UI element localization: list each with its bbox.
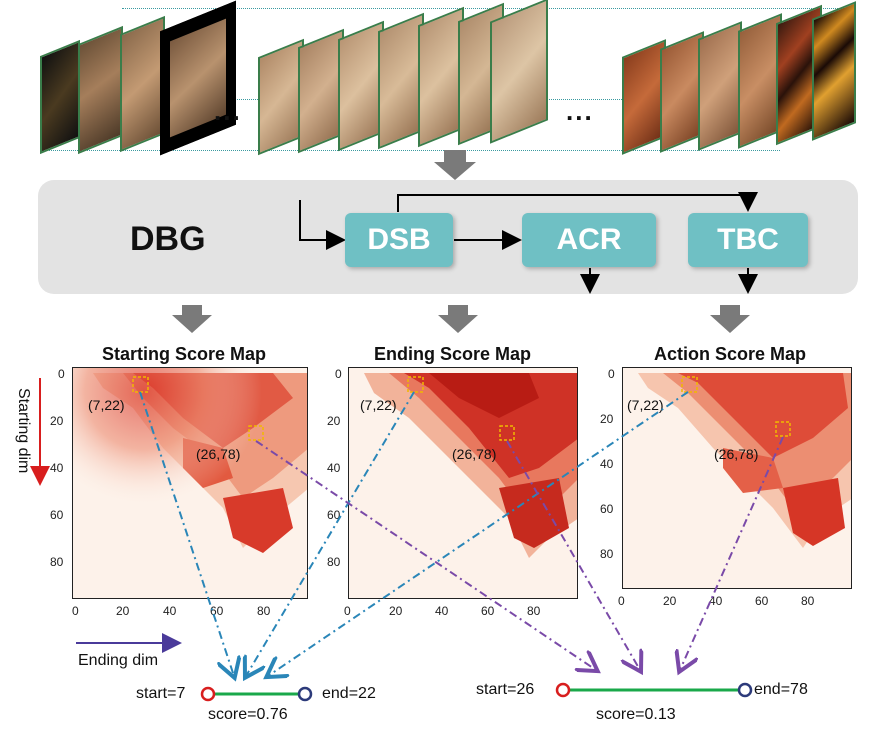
map-title-starting: Starting Score Map xyxy=(102,344,267,364)
selection-box xyxy=(407,376,424,393)
selection-box xyxy=(248,425,264,441)
coord-label: (7,22) xyxy=(88,397,125,413)
x-tick: 80 xyxy=(801,594,815,608)
dbg-title: DBG xyxy=(130,220,206,258)
x-tick: 80 xyxy=(257,604,271,618)
down-arrow-icon xyxy=(172,305,212,333)
selection-box xyxy=(775,421,791,437)
ending-score-map xyxy=(348,367,578,599)
y-tick: 20 xyxy=(50,414,64,428)
coord-label: (7,22) xyxy=(627,397,664,413)
selection-box xyxy=(681,376,698,393)
start-marker xyxy=(555,682,571,698)
y-tick: 60 xyxy=(50,508,64,522)
frames-bottom-guide xyxy=(40,150,780,151)
dbg-connectors xyxy=(299,192,758,294)
y-tick: 40 xyxy=(327,461,341,475)
coord-label: (26,78) xyxy=(714,446,759,462)
dsb-module: DSB xyxy=(345,213,453,267)
result-start-1: start=7 xyxy=(136,685,186,702)
ending-dim-label: Ending dim xyxy=(78,652,159,669)
down-arrow-icon xyxy=(434,150,476,180)
x-tick: 40 xyxy=(435,604,449,618)
coord-label: (26,78) xyxy=(452,446,497,462)
y-tick: 60 xyxy=(327,508,341,522)
x-tick: 20 xyxy=(116,604,130,618)
y-tick: 40 xyxy=(600,457,614,471)
acr-module: ACR xyxy=(522,213,656,267)
coord-label: (26,78) xyxy=(196,446,241,462)
x-tick: 80 xyxy=(527,604,541,618)
y-tick: 80 xyxy=(600,547,614,561)
y-tick: 80 xyxy=(327,555,341,569)
result-end-2: end=78 xyxy=(754,681,808,698)
selection-box xyxy=(499,425,515,441)
frames-ellipsis: ... xyxy=(214,96,242,126)
y-tick: 0 xyxy=(58,367,65,381)
x-tick: 20 xyxy=(389,604,403,618)
y-tick: 60 xyxy=(600,502,614,516)
coord-label: (7,22) xyxy=(360,397,397,413)
selection-box xyxy=(132,376,149,393)
frames-ellipsis: ... xyxy=(566,96,594,126)
y-tick: 20 xyxy=(600,412,614,426)
result-start-2: start=26 xyxy=(476,681,535,698)
x-tick: 20 xyxy=(663,594,677,608)
action-score-map xyxy=(622,367,852,589)
x-tick: 0 xyxy=(344,604,351,618)
x-tick: 0 xyxy=(618,594,625,608)
map-title-ending: Ending Score Map xyxy=(374,344,532,364)
down-arrow-icon xyxy=(710,305,750,333)
map-title-action: Action Score Map xyxy=(654,344,807,364)
result-end-1: end=22 xyxy=(322,685,376,702)
tbc-module: TBC xyxy=(688,213,808,267)
down-arrow-icon xyxy=(438,305,478,333)
y-tick: 80 xyxy=(50,555,64,569)
x-tick: 60 xyxy=(481,604,495,618)
end-marker xyxy=(737,682,753,698)
y-tick: 0 xyxy=(335,367,342,381)
start-marker xyxy=(200,686,216,702)
y-tick: 40 xyxy=(50,461,64,475)
result-score-2: score=0.13 xyxy=(596,706,676,723)
x-tick: 60 xyxy=(755,594,769,608)
end-marker xyxy=(297,686,313,702)
result-score-1: score=0.76 xyxy=(208,706,288,723)
x-tick: 40 xyxy=(163,604,177,618)
y-tick: 0 xyxy=(608,367,615,381)
x-tick: 0 xyxy=(72,604,79,618)
y-tick: 20 xyxy=(327,414,341,428)
starting-score-map xyxy=(72,367,308,599)
